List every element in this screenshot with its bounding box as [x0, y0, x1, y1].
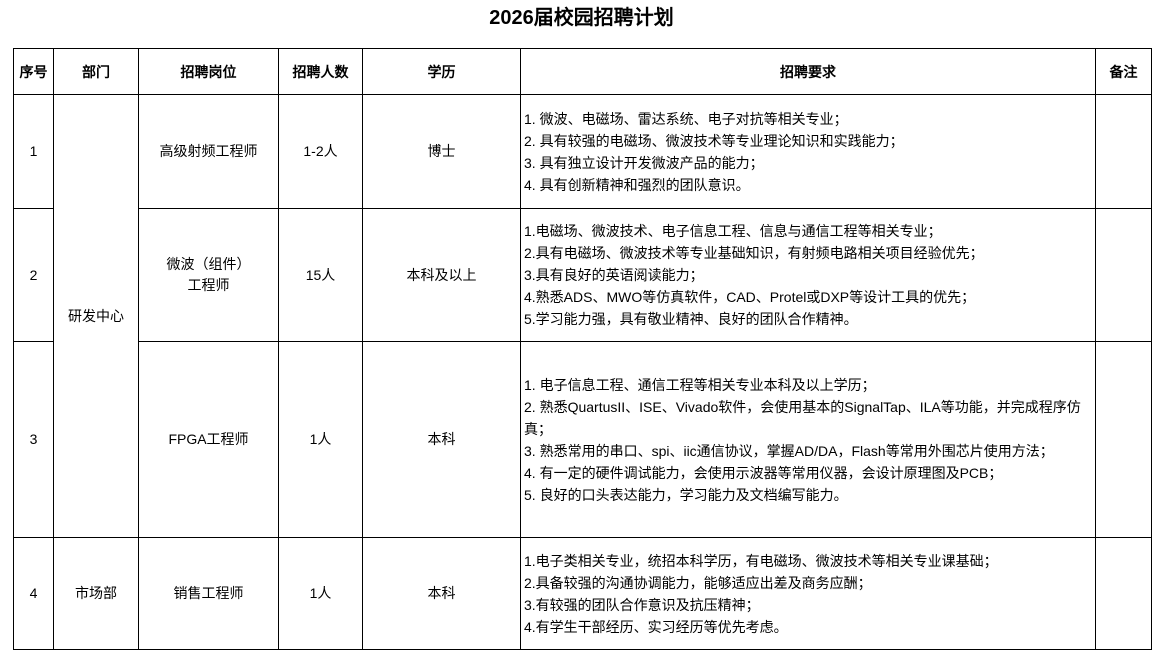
header-cell-position: 招聘岗位: [138, 48, 279, 95]
requirement-line: 2.具有电磁场、微波技术等专业基础知识，有射频电路相关项目经验优先；: [524, 245, 984, 261]
requirements-cell: 1. 微波、电磁场、雷达系统、电子对抗等相关专业； 2. 具有较强的电磁场、微波…: [520, 94, 1096, 209]
education-cell: 本科: [362, 341, 521, 538]
table-row: 4 市场部 销售工程师 1人 本科 1.电子类相关专业，统招本科学历，有电磁场、…: [13, 537, 1152, 650]
page-title: 2026届校园招聘计划: [489, 7, 674, 29]
requirement-line: 4.有学生干部经历、实习经历等优先考虑。: [524, 618, 788, 635]
requirement-line: 3. 具有独立设计开发微波产品的能力；: [524, 154, 764, 171]
education-cell: 本科: [362, 537, 521, 650]
education-cell: 博士: [362, 94, 521, 209]
requirements-cell: 1.电磁场、微波技术、电子信息工程、信息与通信工程等相关专业； 2.具有电磁场、…: [520, 208, 1096, 342]
header-cell-education: 学历: [362, 48, 521, 95]
requirement-line: 3.具有良好的英语阅读能力；: [524, 267, 704, 283]
requirements-cell: 1. 电子信息工程、通信工程等相关专业本科及以上学历； 2. 熟悉Quartus…: [520, 341, 1096, 538]
headcount-cell: 1-2人: [278, 94, 363, 209]
requirements-cell: 1.电子类相关专业，统招本科学历，有电磁场、微波技术等相关专业课基础； 2.具备…: [520, 537, 1096, 650]
row-number-cell: 4: [13, 537, 54, 650]
headcount-cell: 1人: [278, 537, 363, 650]
requirement-line: 5. 良好的口头表达能力，学习能力及文档编写能力。: [524, 486, 848, 503]
position-cell: 高级射频工程师: [138, 94, 279, 209]
requirement-line: 1. 微波、电磁场、雷达系统、电子对抗等相关专业；: [524, 110, 848, 127]
table-row: 3 FPGA工程师 1人 本科 1. 电子信息工程、通信工程等相关专业本科及以上…: [13, 341, 1152, 538]
row-number-cell: 3: [13, 341, 54, 538]
headcount-cell: 15人: [278, 208, 363, 342]
note-cell: [1095, 537, 1152, 650]
header-cell-note: 备注: [1095, 48, 1152, 95]
note-cell: [1095, 94, 1152, 209]
headcount-cell: 1人: [278, 341, 363, 538]
table-row: 2 微波（组件） 工程师 15人 本科及以上 1.电磁场、微波技术、电子信息工程…: [13, 208, 1152, 342]
requirement-line: 4. 有一定的硬件调试能力，会使用示波器等常用仪器，会设计原理图及PCB；: [524, 464, 1003, 481]
requirement-line: 3. 熟悉常用的串口、spi、iic通信协议，掌握AD/DA，Flash等常用外…: [524, 442, 1054, 459]
row-number-cell: 2: [13, 208, 54, 342]
requirement-line: 5.学习能力强，具有敬业精神、良好的团队合作精神。: [524, 311, 858, 327]
requirement-line: 2. 熟悉QuartusII、ISE、Vivado软件，会使用基本的Signal…: [524, 398, 1081, 437]
header-cell-no: 序号: [13, 48, 54, 95]
row-number-cell: 1: [13, 94, 54, 209]
requirement-line: 2.具备较强的沟通协调能力，能够适应出差及商务应酬；: [524, 574, 872, 591]
requirement-line: 4.熟悉ADS、MWO等仿真软件，CAD、Protel或DXP等设计工具的优先；: [524, 289, 976, 305]
requirement-line: 1.电磁场、微波技术、电子信息工程、信息与通信工程等相关专业；: [524, 223, 942, 239]
header-row: 序号 部门 招聘岗位 招聘人数 学历 招聘要求 备注: [13, 48, 1152, 95]
department-cell-rd-center: 研发中心: [53, 94, 139, 538]
recruitment-plan-table: 序号 部门 招聘岗位 招聘人数 学历 招聘要求 备注 1 研发中心 高级射频工程…: [13, 48, 1152, 650]
department-cell-marketing: 市场部: [53, 537, 139, 650]
header-cell-headcount: 招聘人数: [278, 48, 363, 95]
requirement-line: 2. 具有较强的电磁场、微波技术等专业理论知识和实践能力；: [524, 132, 904, 149]
table-row: 1 研发中心 高级射频工程师 1-2人 博士 1. 微波、电磁场、雷达系统、电子…: [13, 94, 1152, 538]
requirement-line: 3.有较强的团队合作意识及抗压精神；: [524, 596, 760, 613]
header-cell-department: 部门: [53, 48, 139, 95]
header-cell-requirements: 招聘要求: [520, 48, 1096, 95]
position-cell: 微波（组件） 工程师: [138, 208, 279, 342]
requirement-line: 1. 电子信息工程、通信工程等相关专业本科及以上学历；: [524, 376, 876, 393]
requirement-line: 1.电子类相关专业，统招本科学历，有电磁场、微波技术等相关专业课基础；: [524, 552, 998, 569]
position-cell: 销售工程师: [138, 537, 279, 650]
position-cell: FPGA工程师: [138, 341, 279, 538]
requirement-line: 4. 具有创新精神和强烈的团队意识。: [524, 176, 750, 193]
education-cell: 本科及以上: [362, 208, 521, 342]
note-cell: [1095, 208, 1152, 342]
note-cell: [1095, 341, 1152, 538]
